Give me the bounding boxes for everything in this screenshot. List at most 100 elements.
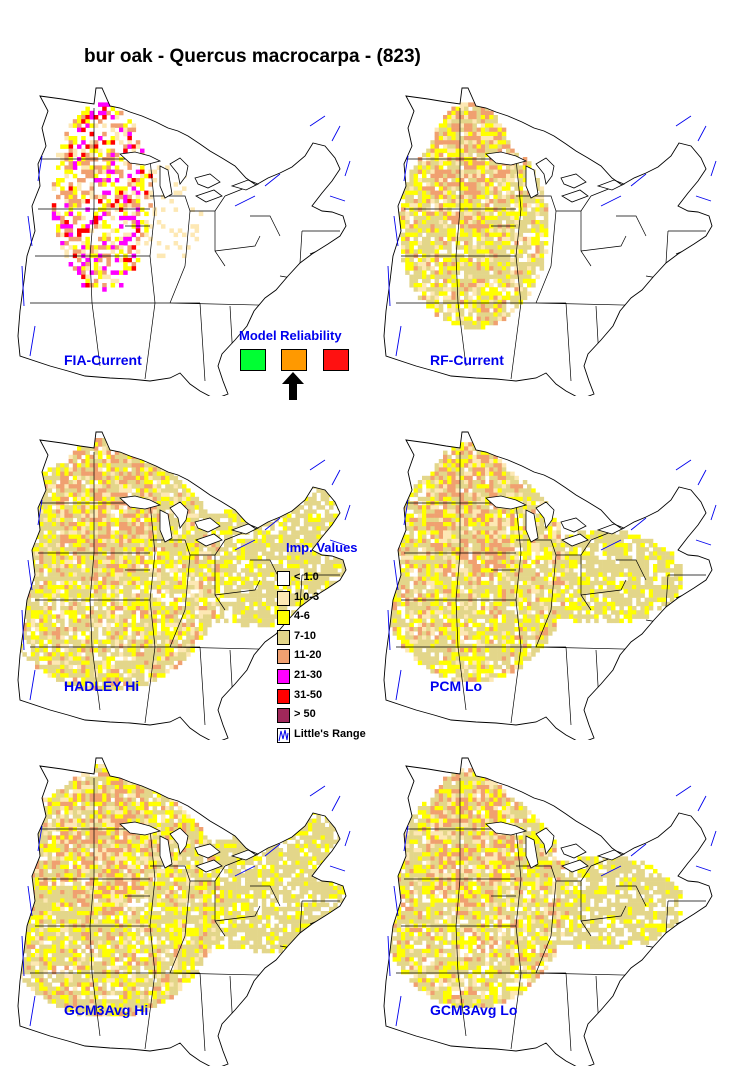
importance-cell [165,551,170,556]
importance-cell [114,505,120,510]
importance-cell [253,576,258,582]
importance-cell [89,463,95,468]
importance-cell [47,664,53,670]
importance-cell [405,270,410,275]
importance-cell [278,559,284,565]
importance-cell [497,484,503,489]
importance-cell [493,173,498,179]
importance-cell [64,517,69,523]
importance-cell [522,291,528,296]
importance-cell [506,266,511,271]
importance-cell [18,555,23,561]
importance-cell [341,534,346,540]
importance-cell [89,564,95,569]
importance-cell [60,241,65,246]
importance-cell [451,228,456,233]
importance-cell [22,622,27,628]
importance-cell [493,475,498,481]
importance-cell [476,454,482,460]
importance-cell [98,555,103,561]
importance-cell [401,245,406,250]
importance-cell [43,589,48,594]
importance-cell [60,547,65,552]
importance-cell [211,614,216,619]
importance-cell [89,631,95,636]
importance-cell [308,568,313,573]
importance-cell [77,509,82,514]
importance-cell [245,551,250,556]
great-lakes [119,495,259,547]
importance-cell [135,257,141,263]
importance-cell [110,475,116,481]
importance-cell [472,446,477,451]
importance-cell [497,169,503,175]
importance-cell [539,257,545,263]
importance-cell [522,220,528,225]
importance-cell [270,551,275,556]
importance-cell [485,220,490,225]
importance-cell [152,597,158,603]
importance-cell [85,266,90,271]
importance-cell [190,496,195,502]
importance-cell [405,190,410,196]
importance-cell [47,639,53,645]
importance-cell [18,627,23,632]
importance-cell [287,555,292,561]
importance-cell [468,115,473,120]
importance-cell [472,211,477,217]
importance-cell [81,572,86,577]
importance-cell [459,236,465,242]
importance-cell [451,215,456,221]
importance-cell [190,547,195,552]
importance-cell [522,199,528,204]
importance-cell [22,635,27,640]
importance-cell [64,551,69,556]
importance-cell [60,517,65,523]
importance-cell [98,517,103,523]
importance-cell [434,178,440,183]
importance-cell [451,136,456,141]
importance-cell [506,312,511,317]
importance-cell [270,555,275,561]
importance-cell [198,534,204,540]
importance-cell [173,564,179,569]
importance-cell [316,475,321,481]
importance-cell [35,501,40,506]
importance-cell [156,517,162,523]
importance-cell [417,190,423,196]
importance-cell [211,572,216,577]
importance-cell [295,534,300,540]
importance-cell [443,161,448,166]
importance-cell [480,165,486,170]
importance-cell [430,287,435,292]
importance-cell [282,484,288,489]
importance-cell [114,152,120,158]
importance-cell [18,538,19,544]
importance-cell [506,236,511,242]
importance-cell [152,585,158,590]
importance-cell [72,606,78,611]
importance-cell [236,618,242,624]
importance-cell [295,576,300,582]
importance-cell [68,509,74,514]
importance-cell [131,576,137,582]
importance-cell [438,274,444,280]
importance-cell [422,173,427,179]
importance-cell [56,572,61,577]
importance-cell [106,593,111,598]
importance-cell [60,220,65,225]
importance-cell [312,589,317,594]
importance-cell [156,509,162,514]
importance-cell [186,505,191,510]
importance-cell [165,555,170,561]
importance-cell [438,127,444,133]
importance-cell [493,299,498,305]
importance-cell [443,136,448,141]
importance-cell [72,526,78,531]
importance-cell [316,534,321,540]
importance-cell [89,123,95,128]
importance-cell [89,454,95,460]
importance-cell [140,165,145,170]
importance-cell [468,295,473,301]
importance-cell [459,291,465,296]
